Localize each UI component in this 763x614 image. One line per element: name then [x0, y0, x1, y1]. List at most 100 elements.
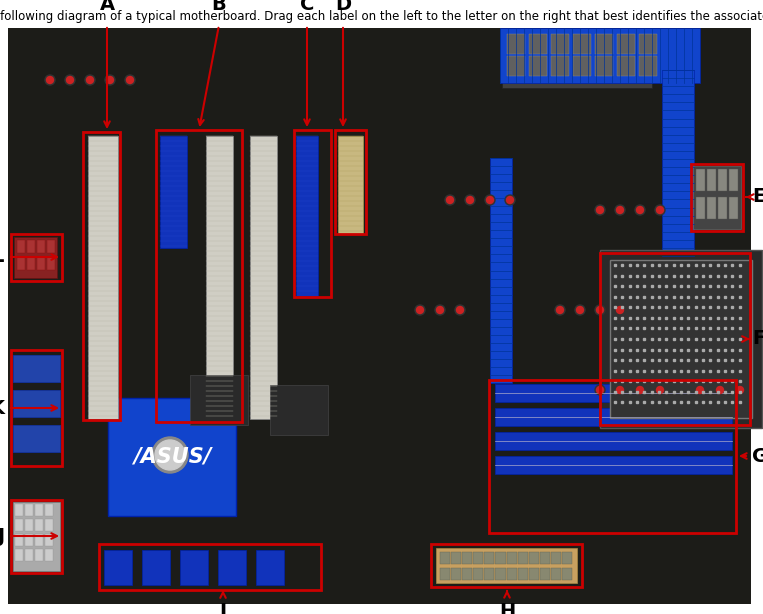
Bar: [500, 28, 700, 83]
Bar: [104, 550, 132, 585]
Bar: [37, 240, 45, 253]
Bar: [573, 34, 591, 54]
Circle shape: [66, 77, 73, 84]
Bar: [11, 500, 62, 573]
Circle shape: [577, 306, 584, 314]
Bar: [335, 130, 366, 234]
Circle shape: [446, 196, 453, 203]
Circle shape: [695, 385, 705, 395]
Bar: [35, 504, 43, 516]
Bar: [529, 34, 547, 54]
Circle shape: [155, 440, 185, 470]
Circle shape: [615, 305, 625, 315]
Bar: [495, 408, 732, 426]
Bar: [11, 350, 62, 466]
Circle shape: [455, 305, 465, 315]
Bar: [617, 56, 635, 76]
Bar: [507, 568, 517, 580]
Bar: [462, 552, 472, 564]
Bar: [489, 380, 736, 533]
Circle shape: [65, 75, 75, 85]
Circle shape: [436, 306, 443, 314]
Bar: [451, 552, 461, 564]
Text: B: B: [211, 0, 227, 14]
Circle shape: [465, 195, 475, 205]
Circle shape: [507, 196, 513, 203]
Bar: [15, 534, 23, 546]
Bar: [35, 549, 43, 561]
Bar: [25, 519, 33, 531]
Bar: [485, 568, 494, 580]
Bar: [485, 552, 494, 564]
Circle shape: [456, 306, 463, 314]
Circle shape: [635, 205, 645, 215]
Circle shape: [597, 386, 604, 394]
Bar: [707, 197, 716, 219]
Text: K: K: [0, 398, 4, 418]
Bar: [45, 549, 53, 561]
Circle shape: [127, 77, 134, 84]
Bar: [13, 390, 60, 417]
Bar: [562, 552, 572, 564]
Bar: [142, 550, 170, 585]
Bar: [595, 34, 613, 54]
Circle shape: [735, 385, 745, 395]
Bar: [47, 240, 55, 253]
Bar: [507, 552, 517, 564]
Circle shape: [597, 206, 604, 214]
Bar: [15, 549, 23, 561]
Circle shape: [85, 75, 95, 85]
Circle shape: [656, 206, 664, 214]
Circle shape: [716, 386, 723, 394]
Circle shape: [636, 206, 643, 214]
Bar: [495, 432, 732, 450]
Bar: [502, 30, 652, 88]
Bar: [180, 550, 208, 585]
Bar: [25, 549, 33, 561]
Bar: [573, 56, 591, 76]
Bar: [507, 56, 525, 76]
Bar: [718, 169, 727, 191]
Bar: [190, 375, 248, 425]
Bar: [696, 197, 705, 219]
Bar: [256, 550, 284, 585]
Bar: [156, 130, 242, 422]
Bar: [729, 197, 738, 219]
Bar: [37, 257, 45, 270]
Bar: [696, 169, 705, 191]
Bar: [14, 237, 57, 278]
Bar: [462, 568, 472, 580]
Text: C: C: [300, 0, 314, 14]
Bar: [45, 504, 53, 516]
Text: /ASUS/: /ASUS/: [133, 447, 211, 467]
Circle shape: [415, 305, 425, 315]
Bar: [495, 384, 732, 402]
Circle shape: [595, 205, 605, 215]
Bar: [296, 136, 318, 296]
Circle shape: [615, 205, 625, 215]
Bar: [517, 552, 528, 564]
Text: A: A: [99, 0, 114, 14]
Bar: [15, 519, 23, 531]
Bar: [15, 504, 23, 516]
Bar: [13, 502, 60, 571]
Circle shape: [487, 196, 494, 203]
Bar: [99, 544, 321, 590]
Circle shape: [615, 385, 625, 395]
Bar: [529, 56, 547, 76]
Bar: [108, 398, 236, 516]
Circle shape: [655, 385, 665, 395]
Bar: [160, 136, 187, 248]
Bar: [25, 504, 33, 516]
Bar: [436, 548, 577, 583]
Bar: [13, 355, 60, 382]
Bar: [551, 568, 561, 580]
Circle shape: [435, 305, 445, 315]
Bar: [13, 425, 60, 452]
Circle shape: [655, 205, 665, 215]
Bar: [17, 257, 25, 270]
Bar: [662, 70, 694, 345]
Bar: [495, 568, 506, 580]
Circle shape: [417, 306, 423, 314]
Text: J: J: [0, 526, 4, 545]
